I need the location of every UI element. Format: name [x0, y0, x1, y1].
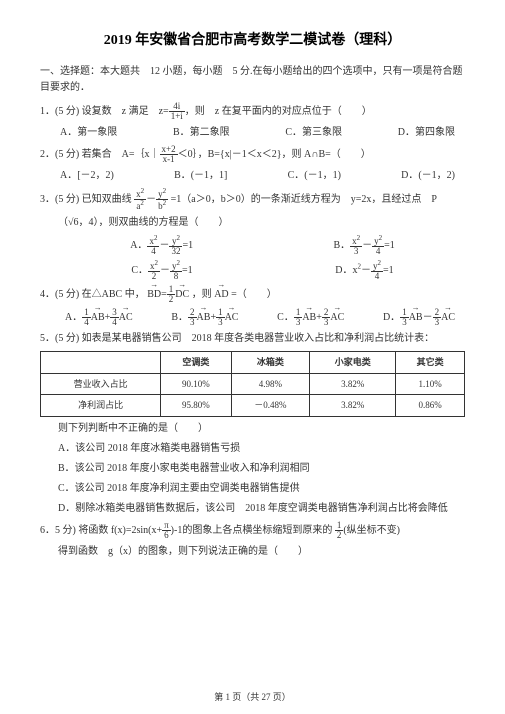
q1-frac: 4i1+i — [169, 102, 185, 121]
q3-opt-d: D．x2－y24=1 — [335, 260, 393, 281]
q2-text-b: ＜0｝，B={x|－1＜x＜2}，则 A∩B=（ ） — [178, 149, 371, 160]
page-footer: 第 1 页（共 27 页） — [0, 690, 505, 704]
q2-opt-c: C．(－1，1) — [288, 168, 341, 184]
th-fridge: 冰箱类 — [231, 352, 310, 373]
q3-frac1: x2a2 — [134, 188, 146, 211]
q4-opt-b: B．23AB+13AC — [171, 308, 238, 327]
q1-opt-a: A．第一象限 — [60, 125, 117, 141]
q3-options-2: C．x22－y28=1 D．x2－y24=1 — [40, 260, 465, 281]
q2-text-a: 2．(5 分) 若集合 A=｛x｜ — [40, 149, 160, 160]
q4-options: A．14AB+34AC B．23AB+13AC C．13AB+23AC D．13… — [40, 308, 465, 327]
q3-text-a: 3．(5 分) 已知双曲线 — [40, 194, 134, 205]
q6-text-c: (纵坐标不变) — [343, 524, 400, 535]
q2-opt-d: D．(－1，2) — [401, 168, 455, 184]
q5-opt-b: B．该公司 2018 年度小家电类电器营业收入和净利润相同 — [40, 461, 465, 477]
q6-text-a: 6．5 分) 将函数 f(x)=2sin(x+ — [40, 524, 162, 535]
th-blank — [41, 352, 161, 373]
q4-opt-a: A．14AB+34AC — [65, 308, 133, 327]
q5-sub: 则下列判断中不正确的是（ ） — [40, 421, 465, 437]
q1-stem: 1．(5 分) 设复数 z 满足 z=4i1+i，则 z 在复平面内的对应点位于… — [40, 102, 465, 121]
q3-opt-b: B．x23－y24=1 — [333, 235, 394, 256]
q6-text-b: )-1的图象上各点横坐标缩短到原来的 — [171, 524, 335, 535]
page: 2019 年安徽省合肥市高考数学二模试卷（理科） 一、选择题：本大题共 12 小… — [0, 0, 505, 714]
q5-opt-c: C．该公司 2018 年度净利润主要由空调类电器销售提供 — [40, 481, 465, 497]
q1-text-a: 1．(5 分) 设复数 z 满足 z= — [40, 106, 169, 117]
q5-opt-d: D．剔除冰箱类电器销售数据后，该公司 2018 年度空调类电器销售净利润占比将会… — [40, 501, 465, 517]
q2-opt-b: B．(－1，1] — [174, 168, 227, 184]
q3-stem2: （√6，4），则双曲线的方程是（ ） — [40, 215, 465, 231]
q2-opt-a: A．[－2，2) — [60, 168, 114, 184]
q3-opt-a: A．x24－y232=1 — [130, 235, 193, 256]
q1-opt-b: B．第二象限 — [173, 125, 230, 141]
q4-text: 4．(5 分) 在△ABC 中， — [40, 289, 145, 300]
th-ac: 空调类 — [161, 352, 231, 373]
q3-stem: 3．(5 分) 已知双曲线 x2a2－y2b2 =1（a＞0，b＞0）的一条渐近… — [40, 188, 465, 211]
vec-ad: AD — [214, 287, 228, 303]
table-row: 净利润占比 95.80% －0.48% 3.82% 0.86% — [41, 395, 465, 416]
table-row: 营业收入占比 90.10% 4.98% 3.82% 1.10% — [41, 373, 465, 394]
th-small: 小家电类 — [310, 352, 396, 373]
q5-opt-a: A．该公司 2018 年度冰箱类电器销售亏损 — [40, 441, 465, 457]
section-header: 一、选择题：本大题共 12 小题，每小题 5 分.在每小题给出的四个选项中，只有… — [40, 64, 465, 96]
q5-table: 空调类 冰箱类 小家电类 其它类 营业收入占比 90.10% 4.98% 3.8… — [40, 351, 465, 416]
q6-frac1: π6 — [162, 521, 171, 540]
q1-opt-c: C．第三象限 — [285, 125, 342, 141]
q2-frac: x+2x-1 — [160, 145, 178, 164]
q4-opt-c: C．13AB+23AC — [277, 308, 344, 327]
q1-text-b: ，则 z 在复平面内的对应点位于（ ） — [185, 106, 372, 117]
vec-dc: DC — [175, 287, 189, 303]
page-title: 2019 年安徽省合肥市高考数学二模试卷（理科） — [40, 30, 465, 52]
q5-stem: 5．(5 分) 如表是某电器销售公司 2018 年度各类电器营业收入占比和净利润… — [40, 331, 465, 347]
q2-stem: 2．(5 分) 若集合 A=｛x｜x+2x-1＜0｝，B={x|－1＜x＜2}，… — [40, 145, 465, 164]
q3-options-1: A．x24－y232=1 B．x23－y24=1 — [40, 235, 465, 256]
table-header-row: 空调类 冰箱类 小家电类 其它类 — [41, 352, 465, 373]
q2-options: A．[－2，2) B．(－1，1] C．(－1，1) D．(－1，2) — [40, 168, 465, 184]
q6-line2: 得到函数 g（x）的图象，则下列说法正确的是（ ） — [40, 544, 465, 560]
q6-stem: 6．5 分) 将函数 f(x)=2sin(x+π6)-1的图象上各点横坐标缩短到… — [40, 521, 465, 540]
th-other: 其它类 — [396, 352, 465, 373]
q1-opt-d: D．第四象限 — [398, 125, 455, 141]
q1-options: A．第一象限 B．第二象限 C．第三象限 D．第四象限 — [40, 125, 465, 141]
q3-text-eq: =1（a＞0，b＞0）的一条渐近线方程为 y=2x，且经过点 P — [171, 194, 437, 205]
vec-bd: BD — [147, 287, 161, 303]
q4-opt-d: D．13AB－23AC — [383, 308, 455, 327]
q3-frac2: y2b2 — [156, 188, 168, 211]
